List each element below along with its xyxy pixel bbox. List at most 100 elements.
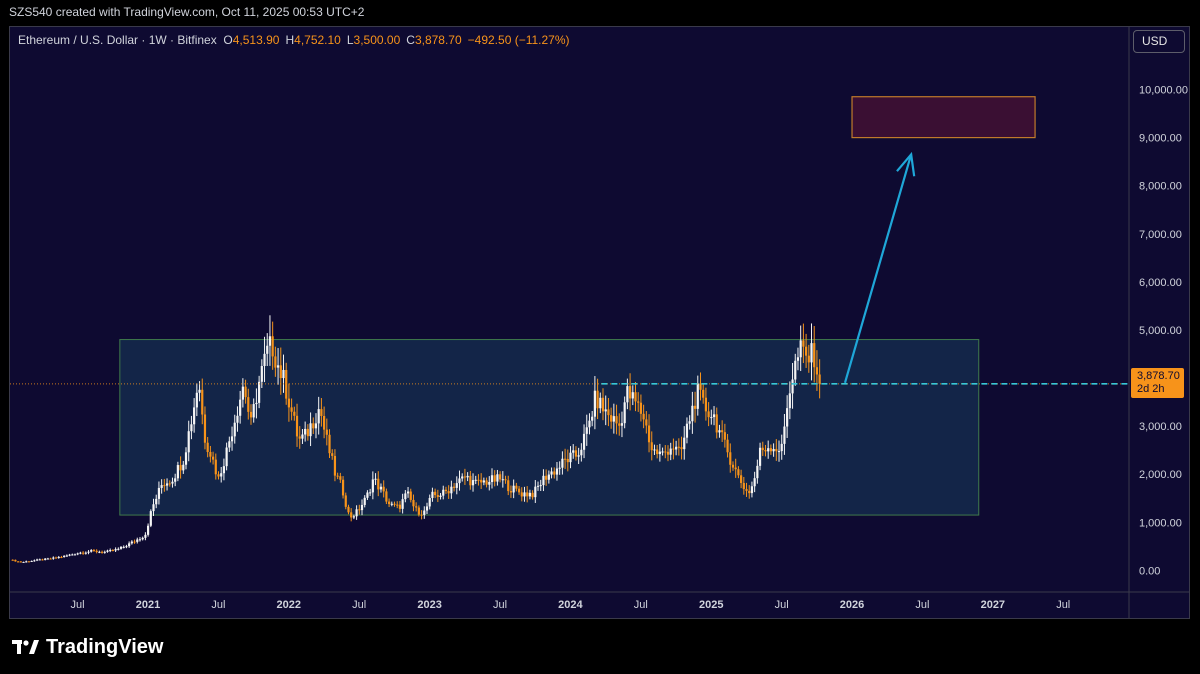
candle (813, 326, 816, 383)
candle (168, 480, 171, 487)
candle (117, 547, 120, 551)
tradingview-wordmark: TradingView (46, 635, 164, 658)
candle (155, 494, 158, 509)
candle (658, 443, 661, 462)
candle (417, 505, 420, 517)
candle-body (298, 436, 301, 439)
candle (539, 479, 542, 492)
candle (794, 353, 797, 386)
candle-body (103, 551, 106, 553)
candle-body (523, 492, 526, 497)
candle-body (658, 451, 661, 455)
candle (569, 446, 572, 469)
candle (309, 412, 312, 447)
candle-body (683, 437, 686, 450)
candle (710, 409, 713, 425)
candle (737, 466, 740, 479)
candle (604, 395, 607, 426)
candle (574, 446, 578, 461)
candle (60, 555, 63, 559)
candle-body (193, 407, 196, 425)
candle-body (469, 475, 472, 486)
candle (409, 488, 412, 503)
candle (485, 477, 488, 488)
candle (241, 378, 244, 408)
candle (111, 549, 114, 552)
candle-body (44, 558, 47, 560)
candle-body (14, 559, 17, 562)
range-box[interactable] (119, 339, 980, 516)
candle (515, 482, 518, 492)
candle-body (271, 336, 274, 357)
candle-body (157, 487, 161, 499)
candle-body (444, 489, 448, 492)
candle (396, 501, 399, 509)
target-box[interactable] (851, 96, 1036, 139)
candle-body (415, 506, 418, 508)
candle (582, 424, 586, 459)
candle-body (363, 497, 366, 505)
candle-body (144, 534, 147, 538)
candle (669, 442, 672, 461)
candle-body (385, 491, 388, 502)
candle (90, 549, 93, 553)
candle-body (715, 414, 718, 433)
candle (777, 440, 781, 462)
tradingview-logo[interactable]: TradingView (12, 634, 163, 660)
candle-body (187, 431, 190, 453)
candle (458, 470, 461, 491)
candle-body (290, 407, 293, 412)
projection-arrowhead (896, 151, 916, 177)
candle-body (109, 550, 112, 552)
x-tick-label: Jul (915, 599, 929, 611)
candle (328, 429, 331, 459)
candle (596, 378, 599, 420)
candle (163, 478, 166, 492)
candle (431, 487, 434, 502)
candle-body (566, 458, 569, 463)
projection-arrow[interactable] (843, 154, 913, 384)
candle (76, 552, 79, 556)
currency-button[interactable]: USD (1133, 30, 1185, 53)
candle (545, 469, 548, 486)
candle-body (258, 381, 261, 403)
candle-body (634, 392, 637, 402)
candle (323, 406, 326, 439)
candle-body (637, 401, 640, 403)
candle (542, 469, 545, 492)
symbol-title[interactable]: Ethereum / U.S. Dollar · 1W · Bitfinex (18, 33, 217, 47)
candle-body (512, 485, 515, 493)
candle (363, 495, 366, 508)
candle-body (458, 478, 461, 484)
candle-body (122, 546, 125, 548)
candle (572, 444, 575, 459)
candle-body (702, 389, 705, 398)
candle-body (214, 459, 217, 475)
candle-body (268, 336, 272, 346)
candle (461, 473, 464, 482)
candle-body (11, 559, 14, 561)
candle (469, 470, 472, 490)
candle-body (531, 492, 534, 498)
candle-body (434, 491, 437, 496)
candle (63, 555, 66, 558)
candle (783, 413, 786, 455)
candle-body (431, 491, 434, 498)
x-tick-label: Jul (493, 599, 507, 611)
candle-body (174, 478, 177, 482)
candle-body (352, 516, 355, 518)
candle-body (493, 475, 496, 482)
candle-body (504, 479, 507, 481)
candle-body (482, 480, 485, 483)
candle-body (38, 559, 41, 561)
candle-body (796, 357, 800, 361)
candle-body (750, 486, 754, 494)
candle (618, 413, 621, 436)
candle-body (379, 486, 383, 490)
candle-body (360, 504, 364, 511)
candle-body (82, 552, 85, 554)
candle-body (79, 552, 82, 554)
candle-body (777, 451, 781, 453)
candle-body (810, 343, 813, 363)
